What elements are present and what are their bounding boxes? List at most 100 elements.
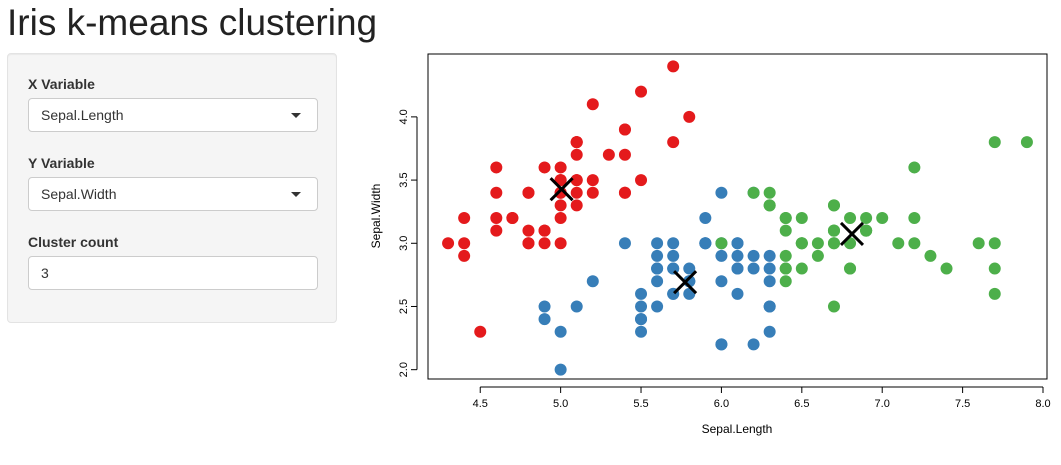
point-cluster2	[731, 287, 744, 300]
point-cluster1	[554, 161, 567, 174]
point-cluster2	[554, 363, 567, 376]
point-cluster1	[490, 224, 503, 237]
point-cluster3	[715, 237, 728, 250]
point-cluster3	[908, 212, 921, 224]
point-cluster3	[1020, 136, 1033, 149]
point-cluster1	[570, 136, 583, 149]
chevron-down-icon	[291, 192, 301, 197]
point-cluster2	[747, 338, 760, 351]
y-tick-label: 4.0	[398, 109, 410, 124]
point-cluster3	[827, 300, 840, 313]
scatter-plot: 4.5 5.0 5.5 6.0 6.5 7.0 7.5 8.0 2.0 2.5 3.0 3.5 4.0…	[360, 46, 1060, 460]
point-cluster1	[522, 224, 535, 237]
point-cluster3	[892, 237, 905, 250]
point-cluster3	[908, 161, 921, 174]
y-variable-select[interactable]: Sepal.Width	[28, 177, 318, 211]
point-cluster1	[458, 249, 471, 262]
point-cluster1	[570, 199, 583, 212]
point-cluster1	[586, 186, 599, 199]
point-cluster3	[811, 237, 824, 250]
x-tick-label: 4.5	[473, 398, 488, 410]
y-axis-label: Sepal.Width	[369, 184, 383, 249]
point-cluster3	[988, 136, 1001, 149]
point-cluster2	[635, 300, 648, 313]
point-cluster3	[988, 237, 1001, 250]
point-cluster1	[602, 148, 615, 161]
point-cluster3	[795, 237, 808, 250]
point-cluster3	[988, 262, 1001, 275]
point-cluster1	[570, 174, 583, 187]
point-cluster3	[860, 212, 873, 224]
cluster-centers	[549, 177, 865, 295]
point-cluster2	[635, 313, 648, 326]
point-cluster2	[667, 249, 680, 262]
point-cluster3	[940, 262, 953, 275]
point-cluster3	[860, 224, 873, 237]
point-cluster2	[699, 212, 712, 224]
point-cluster1	[667, 136, 680, 149]
point-cluster1	[618, 186, 631, 199]
point-cluster1	[554, 199, 567, 212]
plot-frame	[427, 53, 1048, 380]
x-tick-label: 6.5	[794, 398, 809, 410]
point-cluster1	[618, 148, 631, 161]
point-cluster3	[908, 237, 921, 250]
point-cluster2	[586, 275, 599, 288]
point-cluster2	[618, 237, 631, 250]
point-cluster2	[570, 300, 583, 313]
point-cluster2	[715, 186, 728, 199]
cluster-count-input[interactable]	[28, 256, 318, 290]
point-cluster1	[490, 212, 503, 224]
point-cluster3	[779, 262, 792, 275]
point-cluster2	[683, 262, 696, 275]
point-cluster3	[924, 249, 937, 262]
point-cluster1	[522, 186, 535, 199]
point-cluster1	[522, 237, 535, 250]
point-cluster1	[635, 174, 648, 187]
point-cluster2	[747, 249, 760, 262]
point-cluster2	[554, 325, 567, 338]
point-cluster1	[538, 224, 551, 237]
point-cluster1	[586, 98, 599, 111]
point-cluster1	[554, 237, 567, 250]
point-cluster1	[554, 212, 567, 224]
x-tick-label: 6.0	[714, 398, 729, 410]
point-cluster2	[715, 275, 728, 288]
x-tick-label: 7.0	[875, 398, 890, 410]
cluster-center-marker	[549, 177, 574, 202]
x-tick-label: 5.0	[553, 398, 568, 410]
x-variable-value: Sepal.Length	[41, 107, 124, 123]
point-cluster2	[635, 325, 648, 338]
point-cluster2	[763, 300, 776, 313]
x-tick-label: 8.0	[1035, 398, 1050, 410]
point-cluster2	[635, 287, 648, 300]
data-points	[442, 60, 1033, 376]
point-cluster3	[779, 212, 792, 224]
point-cluster2	[715, 249, 728, 262]
point-cluster1	[490, 161, 503, 174]
point-cluster1	[538, 161, 551, 174]
y-variable-value: Sepal.Width	[41, 186, 117, 202]
point-cluster3	[827, 199, 840, 212]
point-cluster2	[715, 338, 728, 351]
point-cluster2	[731, 237, 744, 250]
point-cluster1	[618, 123, 631, 136]
point-cluster3	[779, 275, 792, 288]
point-cluster3	[827, 237, 840, 250]
point-cluster1	[667, 60, 680, 73]
point-cluster2	[651, 237, 664, 250]
y-tick-label: 3.5	[398, 172, 410, 187]
chevron-down-icon	[291, 113, 301, 118]
x-variable-label: X Variable	[28, 76, 95, 92]
point-cluster1	[458, 212, 471, 224]
point-cluster2	[763, 262, 776, 275]
x-axis-label: Sepal.Length	[702, 422, 773, 436]
point-cluster1	[570, 148, 583, 161]
y-tick-label: 2.5	[398, 299, 410, 314]
point-cluster3	[795, 262, 808, 275]
x-tick-label: 5.5	[633, 398, 648, 410]
scatter-plot-svg: 4.5 5.0 5.5 6.0 6.5 7.0 7.5 8.0 2.0 2.5 3.0 3.5 4.0…	[369, 53, 1051, 436]
point-cluster1	[490, 186, 503, 199]
sidebar-panel: X Variable Sepal.Length Y Variable Sepal…	[7, 53, 337, 323]
x-variable-select[interactable]: Sepal.Length	[28, 98, 318, 132]
